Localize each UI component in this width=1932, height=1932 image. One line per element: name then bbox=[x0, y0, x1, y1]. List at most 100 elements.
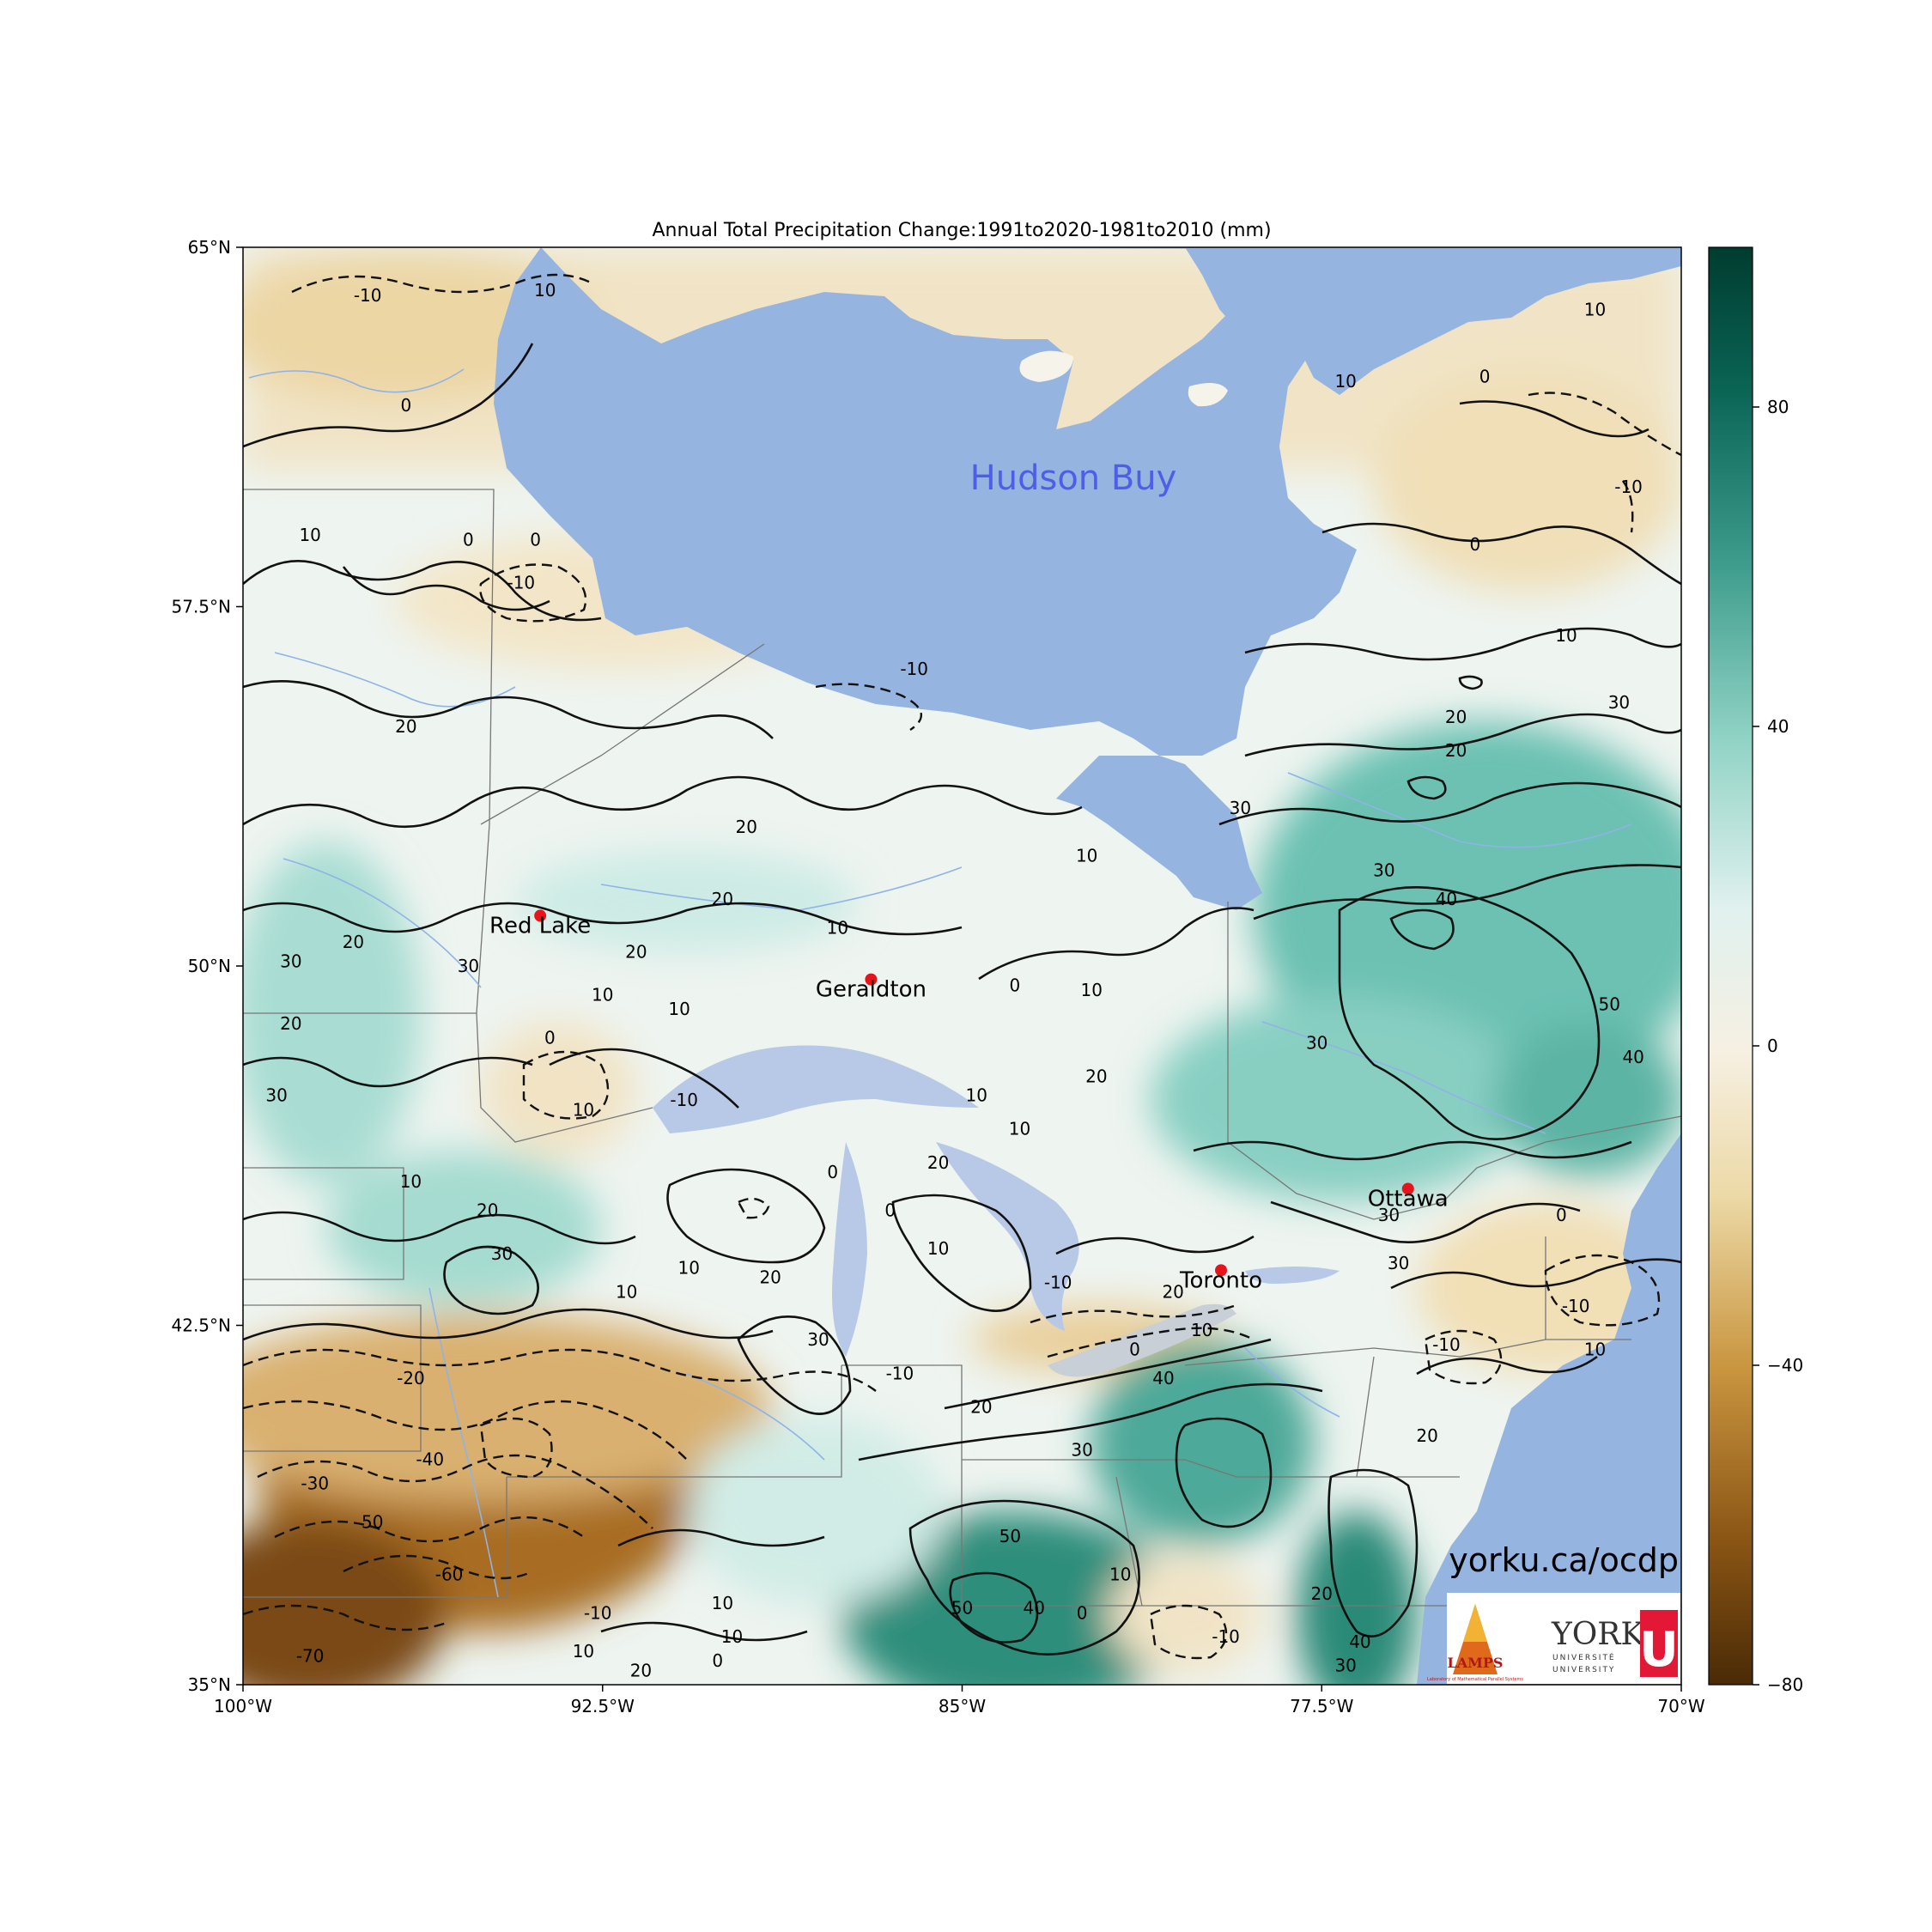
contour-label: -10 bbox=[1212, 1626, 1240, 1647]
map-title: Annual Total Precipitation Change:1991to… bbox=[652, 220, 1271, 241]
lake-huron bbox=[936, 1142, 1079, 1331]
contour-label: 50 bbox=[951, 1598, 973, 1619]
contour-label: 0 bbox=[884, 1200, 896, 1221]
lamps-logo-subtext: Laboratory of Mathematical Parallel Syst… bbox=[1427, 1677, 1523, 1682]
contour-label: 0 bbox=[544, 1028, 556, 1048]
contour-label: 10 bbox=[1191, 1320, 1212, 1340]
contour-label: -10 bbox=[584, 1602, 612, 1623]
contour-label: -10 bbox=[1614, 477, 1643, 497]
contour-label: -10 bbox=[1044, 1272, 1072, 1292]
contour-lines-negative bbox=[243, 273, 1681, 1660]
rivers bbox=[248, 368, 1632, 1598]
city-label: Ottawa bbox=[1368, 1186, 1449, 1212]
contour-label: 10 bbox=[573, 1641, 594, 1662]
lake-michigan bbox=[832, 1142, 867, 1357]
contour-label: 0 bbox=[1077, 1602, 1088, 1623]
colorbar-gradient bbox=[1708, 246, 1753, 1686]
york-logo-mark: U bbox=[1639, 1622, 1678, 1678]
lake-superior bbox=[653, 1045, 979, 1133]
contour-label: 10 bbox=[299, 525, 320, 545]
latitude-axis: 65°N 57.5°N 50°N 42.5°N 35°N bbox=[172, 237, 243, 1695]
contour-label: 10 bbox=[712, 1593, 733, 1613]
contour-label: 40 bbox=[1436, 889, 1457, 909]
contour-label: -60 bbox=[435, 1564, 464, 1585]
logo-panel: LAMPS Laboratory of Mathematical Paralle… bbox=[1427, 1593, 1680, 1684]
contour-label: 10 bbox=[592, 984, 613, 1005]
bay-islands bbox=[1019, 350, 1228, 407]
contour-label: 20 bbox=[343, 932, 364, 952]
lon-tick-label: 85°W bbox=[939, 1696, 986, 1716]
contour-label: 20 bbox=[1416, 1425, 1437, 1446]
contour-label: 30 bbox=[1378, 1205, 1400, 1225]
contour-label: 10 bbox=[668, 999, 690, 1019]
contour-label: 30 bbox=[265, 1085, 287, 1106]
lat-tick-label: 42.5°N bbox=[172, 1315, 232, 1336]
contour-label: 10 bbox=[678, 1258, 700, 1279]
lon-tick-label: 77.5°W bbox=[1290, 1696, 1354, 1716]
colorbar-ticks: 80 40 0 −40 −80 bbox=[1753, 397, 1803, 1695]
contour-label: 30 bbox=[458, 956, 479, 976]
hudson-strait bbox=[1185, 247, 1681, 395]
contour-label: 50 bbox=[1599, 994, 1620, 1015]
contour-label: 30 bbox=[1373, 860, 1394, 880]
contour-label: 30 bbox=[280, 951, 301, 971]
contour-label: 20 bbox=[927, 1152, 949, 1173]
contour-label: 20 bbox=[625, 941, 647, 962]
contour-label: 20 bbox=[759, 1267, 781, 1288]
contour-label: -10 bbox=[1432, 1334, 1461, 1355]
contour-label: -10 bbox=[900, 659, 928, 679]
contour-label: -70 bbox=[296, 1646, 325, 1667]
contour-label: 10 bbox=[1334, 371, 1356, 392]
city-marker bbox=[1401, 1182, 1414, 1195]
contour-label: 0 bbox=[1010, 975, 1021, 995]
contour-label: 20 bbox=[736, 817, 757, 837]
contour-label: -10 bbox=[1562, 1296, 1590, 1316]
colorbar-tick-label: −40 bbox=[1767, 1355, 1803, 1376]
contour-label: 20 bbox=[1311, 1583, 1333, 1604]
contour-label: 10 bbox=[827, 917, 848, 938]
contour-label: 10 bbox=[616, 1281, 637, 1302]
contour-label: 20 bbox=[1162, 1281, 1183, 1302]
contour-label: 10 bbox=[573, 1099, 594, 1120]
contour-label: 10 bbox=[1584, 1339, 1606, 1359]
contour-label: 40 bbox=[1622, 1047, 1643, 1067]
contour-label: 30 bbox=[1608, 692, 1630, 713]
york-logo-sub-fr: UNIVERSITÉ bbox=[1552, 1652, 1616, 1662]
contour-label: 0 bbox=[1470, 534, 1481, 555]
contour-label: 0 bbox=[827, 1162, 838, 1182]
lat-tick-label: 65°N bbox=[188, 237, 231, 258]
contour-label: 50 bbox=[361, 1511, 383, 1532]
contour-label: 10 bbox=[1109, 1564, 1131, 1585]
contour-label: -10 bbox=[886, 1363, 914, 1383]
contour-label: 30 bbox=[1230, 798, 1251, 818]
colorbar: 80 40 0 −40 −80 bbox=[1708, 246, 1803, 1695]
york-logo-sub-en: UNIVERSITY bbox=[1552, 1666, 1615, 1674]
contour-label: 10 bbox=[1009, 1119, 1030, 1139]
contour-lines bbox=[243, 343, 1681, 1656]
contour-label: 20 bbox=[1445, 740, 1467, 761]
city-markers: Red Lake Geraldton Ottawa Toronto bbox=[489, 909, 1449, 1293]
contour-label: 40 bbox=[1152, 1368, 1174, 1388]
colorbar-tick-label: 40 bbox=[1767, 716, 1789, 737]
contour-label: 20 bbox=[395, 716, 416, 737]
longitude-axis: 100°W 92.5°W 85°W 77.5°W 70°W bbox=[214, 1685, 1705, 1716]
contour-label: 10 bbox=[400, 1171, 422, 1192]
contour-label: 20 bbox=[630, 1660, 652, 1680]
hudson-bay-label: Hudson Buy bbox=[970, 459, 1177, 498]
contour-label: 0 bbox=[1479, 367, 1491, 387]
lake-erie bbox=[1048, 1303, 1236, 1377]
city-label: Toronto bbox=[1179, 1267, 1262, 1293]
contour-label: -30 bbox=[301, 1473, 329, 1494]
colorbar-tick-label: 0 bbox=[1767, 1036, 1778, 1056]
york-logo: YORK UNIVERSITÉ UNIVERSITY U bbox=[1551, 1610, 1679, 1678]
contour-label: 40 bbox=[1024, 1598, 1045, 1619]
lat-tick-label: 57.5°N bbox=[172, 597, 232, 617]
lat-tick-label: 50°N bbox=[188, 956, 231, 976]
colorbar-tick-label: 80 bbox=[1767, 397, 1789, 417]
city-label: Geraldton bbox=[816, 977, 927, 1003]
contour-label: 20 bbox=[477, 1200, 498, 1221]
contour-label: 10 bbox=[927, 1238, 949, 1259]
